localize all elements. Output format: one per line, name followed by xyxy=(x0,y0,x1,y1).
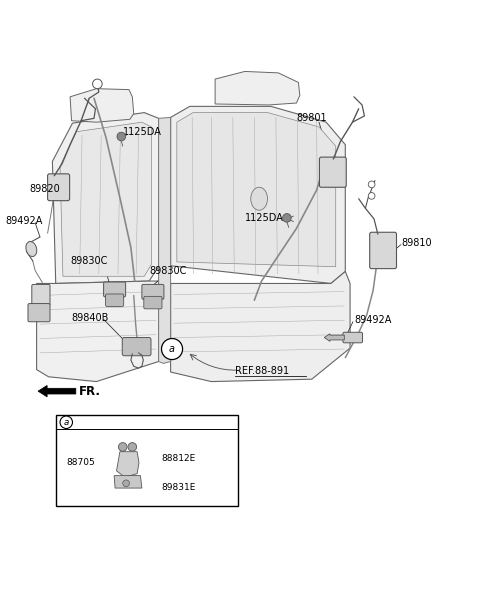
FancyBboxPatch shape xyxy=(144,296,162,309)
Text: 89830C: 89830C xyxy=(149,265,186,276)
Polygon shape xyxy=(177,113,336,267)
Circle shape xyxy=(60,416,72,428)
Text: 1125DA: 1125DA xyxy=(245,213,284,223)
FancyBboxPatch shape xyxy=(48,174,70,201)
Polygon shape xyxy=(215,71,300,105)
Circle shape xyxy=(119,443,127,451)
FancyBboxPatch shape xyxy=(343,332,362,343)
Polygon shape xyxy=(117,451,139,477)
FancyBboxPatch shape xyxy=(122,337,151,356)
Text: 88812E: 88812E xyxy=(161,454,195,463)
Polygon shape xyxy=(70,88,134,122)
FancyBboxPatch shape xyxy=(370,232,396,268)
Ellipse shape xyxy=(251,187,267,210)
Polygon shape xyxy=(38,386,76,397)
Polygon shape xyxy=(158,117,170,364)
Circle shape xyxy=(368,193,375,199)
Circle shape xyxy=(117,132,126,141)
Polygon shape xyxy=(170,106,345,284)
Text: FR.: FR. xyxy=(79,385,101,398)
FancyBboxPatch shape xyxy=(104,282,126,297)
Text: REF.88-891: REF.88-891 xyxy=(235,366,289,376)
Circle shape xyxy=(128,443,137,451)
Circle shape xyxy=(161,339,182,359)
Text: 89840B: 89840B xyxy=(72,314,109,323)
Text: 89492A: 89492A xyxy=(354,315,391,325)
Circle shape xyxy=(368,181,375,188)
Text: 89810: 89810 xyxy=(402,238,432,248)
Text: a: a xyxy=(169,344,175,354)
Text: 1125DA: 1125DA xyxy=(123,127,162,137)
FancyBboxPatch shape xyxy=(28,304,50,321)
FancyBboxPatch shape xyxy=(106,294,124,306)
FancyBboxPatch shape xyxy=(32,284,50,306)
Polygon shape xyxy=(170,271,350,382)
Text: 89831E: 89831E xyxy=(161,483,195,492)
Polygon shape xyxy=(60,122,152,276)
Text: a: a xyxy=(64,418,69,427)
Text: 89820: 89820 xyxy=(29,184,60,194)
Circle shape xyxy=(93,79,102,88)
Circle shape xyxy=(283,214,291,222)
Text: 89830C: 89830C xyxy=(70,256,108,266)
Circle shape xyxy=(123,480,130,487)
FancyBboxPatch shape xyxy=(320,157,346,187)
Ellipse shape xyxy=(26,242,37,257)
Text: 89492A: 89492A xyxy=(5,216,43,226)
Polygon shape xyxy=(36,281,158,382)
Text: 88705: 88705 xyxy=(66,458,95,467)
Polygon shape xyxy=(52,113,158,284)
FancyBboxPatch shape xyxy=(142,284,164,300)
Text: 89801: 89801 xyxy=(297,113,327,123)
Bar xyxy=(56,415,238,506)
FancyArrow shape xyxy=(324,334,344,342)
Polygon shape xyxy=(114,476,142,488)
